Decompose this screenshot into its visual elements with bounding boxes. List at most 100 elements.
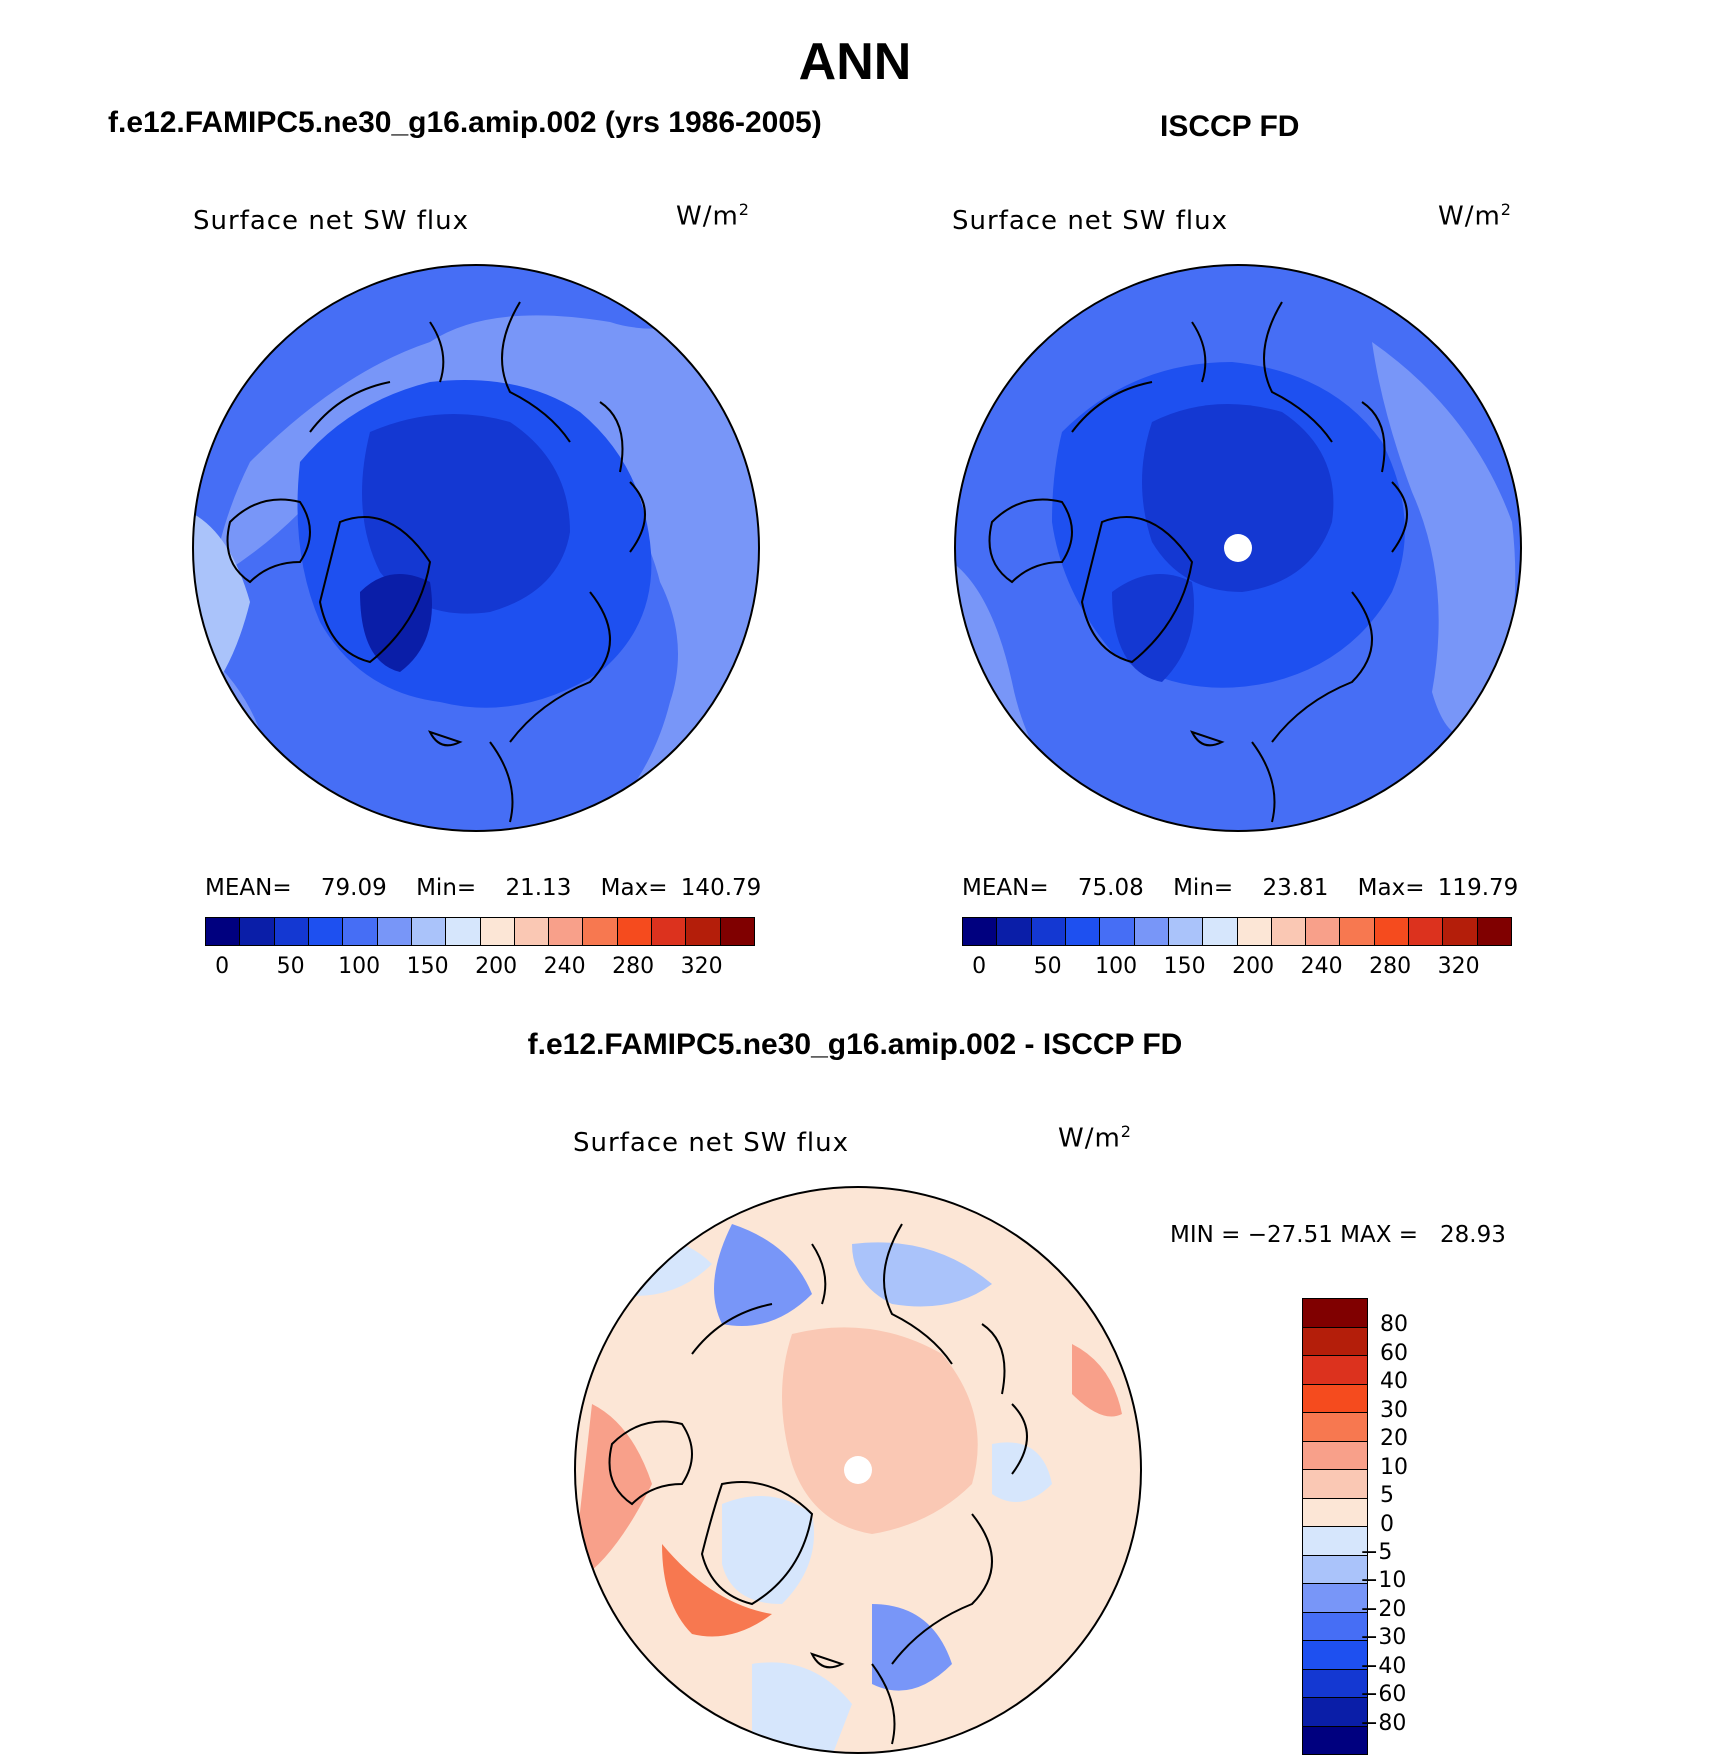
right-units-base: W/m — [1438, 201, 1501, 232]
left-colorbar-tick-label: 50 — [276, 954, 305, 979]
right-mean-value: 75.08 — [1077, 875, 1144, 901]
left-variable-label: Surface net SW flux — [193, 206, 469, 236]
bottom-colorbar-tick-label: −5 — [1360, 1539, 1393, 1565]
left-min-label: Min= — [416, 875, 477, 901]
right-colorbar-swatch — [963, 918, 998, 945]
left-colorbar-tick-label: 150 — [406, 954, 449, 979]
left-greenland-core — [360, 574, 432, 672]
bottom-colorbar-tick-label: −20 — [1360, 1596, 1407, 1622]
left-panel-title: f.e12.FAMIPC5.ne30_g16.amip.002 (yrs 198… — [108, 106, 822, 139]
right-colorbar-tick-label: 100 — [1095, 954, 1138, 979]
right-colorbar-swatch — [1374, 918, 1410, 945]
bottom-variable-label: Surface net SW flux — [573, 1128, 849, 1158]
left-colorbar-tick-label: 0 — [215, 954, 230, 979]
figure-title: ANN — [798, 33, 912, 91]
bottom-colorbar-ticks: 80 60 40 30 20 10 5 0 −5 −10 −20 −30 −40 −60 −80 — [1360, 1298, 1452, 1753]
left-colorbar-swatch — [514, 918, 550, 945]
left-units-exp: 2 — [738, 200, 750, 219]
left-flux-band-core — [362, 414, 570, 614]
right-colorbar-tick-label: 150 — [1163, 954, 1206, 979]
right-colorbar-swatch — [1306, 918, 1341, 945]
left-colorbar-swatch — [583, 918, 618, 945]
bottom-colorbar-swatch — [1303, 1327, 1367, 1356]
bottom-colorbar-tick-label: 80 — [1380, 1312, 1408, 1338]
left-min-value: 21.13 — [505, 875, 572, 901]
left-units-label: W/m2 — [676, 200, 750, 232]
right-colorbar-swatch — [1168, 918, 1204, 945]
left-polar-map — [192, 264, 760, 832]
right-coastlines — [988, 301, 1408, 823]
right-colorbar-tick-label: 200 — [1232, 954, 1275, 979]
right-max-value: 119.79 — [1437, 875, 1519, 901]
left-colorbar-swatch — [240, 918, 275, 945]
bottom-colorbar-tick-label: −30 — [1360, 1625, 1407, 1651]
left-max-value: 140.79 — [680, 875, 762, 901]
right-max-label: Max= — [1357, 875, 1425, 901]
bottom-diff-greenland-edge — [662, 1544, 772, 1637]
right-colorbar-swatch — [1409, 918, 1444, 945]
left-colorbar — [205, 917, 755, 946]
right-colorbar-swatch — [1065, 918, 1101, 945]
bottom-colorbar-tick-label: 10 — [1380, 1454, 1408, 1480]
bottom-colorbar-tick-label: −40 — [1360, 1653, 1407, 1679]
bottom-diff-east-positive — [1072, 1344, 1122, 1417]
left-colorbar-swatch — [308, 918, 344, 945]
right-colorbar-tick-label: 50 — [1033, 954, 1062, 979]
right-colorbar-swatch — [1100, 918, 1135, 945]
left-colorbar-swatch — [206, 918, 241, 945]
right-colorbar-swatch — [1031, 918, 1066, 945]
right-min-label: Min= — [1173, 875, 1234, 901]
bottom-colorbar-tick-label: 30 — [1380, 1397, 1408, 1423]
left-map-boundary — [192, 264, 760, 832]
bottom-colorbar-tick-label: −60 — [1360, 1682, 1407, 1708]
left-mean-label: MEAN= — [205, 875, 292, 901]
right-colorbar-tick-label: 240 — [1300, 954, 1343, 979]
bottom-colorbar-tick-label: 40 — [1380, 1369, 1408, 1395]
bottom-diff-greenland-negative — [722, 1496, 814, 1604]
left-flux-band-north — [193, 265, 759, 602]
left-colorbar-swatch — [377, 918, 412, 945]
right-colorbar-swatch — [1271, 918, 1307, 945]
left-colorbar-swatch — [652, 918, 687, 945]
bottom-colorbar — [1302, 1298, 1368, 1755]
bottom-colorbar-swatch — [1303, 1413, 1367, 1442]
right-variable-label: Surface net SW flux — [952, 206, 1228, 236]
right-colorbar-ticks: 0 50 100 150 200 240 280 320 — [962, 954, 1510, 984]
bottom-panel-title: f.e12.FAMIPC5.ne30_g16.amip.002 - ISCCP … — [527, 1028, 1183, 1061]
right-colorbar-swatch — [1203, 918, 1238, 945]
right-colorbar — [962, 917, 1512, 946]
bottom-diff-east-negative — [992, 1442, 1052, 1502]
bottom-minmax: MIN = −27.51 MAX = 28.93 — [1170, 1222, 1506, 1248]
bottom-colorbar-swatch — [1303, 1299, 1367, 1328]
bottom-colorbar-tick-label: 60 — [1380, 1340, 1408, 1366]
right-colorbar-tick-label: 0 — [972, 954, 987, 979]
right-flux-band-east — [1372, 342, 1516, 737]
bottom-colorbar-swatch — [1303, 1669, 1367, 1698]
right-min-value: 23.81 — [1262, 875, 1329, 901]
left-coastlines — [226, 301, 646, 823]
left-colorbar-tick-label: 200 — [475, 954, 518, 979]
left-colorbar-swatch — [274, 918, 309, 945]
left-colorbar-ticks: 0 50 100 150 200 240 280 320 — [205, 954, 753, 984]
left-colorbar-swatch — [720, 918, 754, 945]
bottom-colorbar-swatch — [1303, 1698, 1367, 1727]
bottom-colorbar-swatch — [1303, 1641, 1367, 1670]
right-units-label: W/m2 — [1438, 200, 1512, 232]
bottom-colorbar-swatch — [1303, 1527, 1367, 1556]
right-mean-label: MEAN= — [962, 875, 1049, 901]
right-units-exp: 2 — [1500, 200, 1512, 219]
bottom-colorbar-swatch — [1303, 1356, 1367, 1385]
left-colorbar-swatch — [411, 918, 447, 945]
left-colorbar-tick-label: 280 — [612, 954, 655, 979]
bottom-diff-west-positive — [575, 1404, 652, 1584]
bottom-units-base: W/m — [1058, 1123, 1121, 1154]
left-colorbar-swatch — [446, 918, 481, 945]
left-stats: MEAN= 79.09 Min= 21.13 Max= 140.79 — [205, 875, 761, 901]
right-colorbar-swatch — [1340, 918, 1375, 945]
bottom-colorbar-tick-label: 20 — [1380, 1426, 1408, 1452]
right-colorbar-swatch — [1237, 918, 1272, 945]
left-flux-band-east — [660, 462, 740, 692]
right-colorbar-tick-label: 320 — [1437, 954, 1480, 979]
right-map-boundary — [954, 264, 1522, 832]
left-colorbar-swatch — [549, 918, 584, 945]
